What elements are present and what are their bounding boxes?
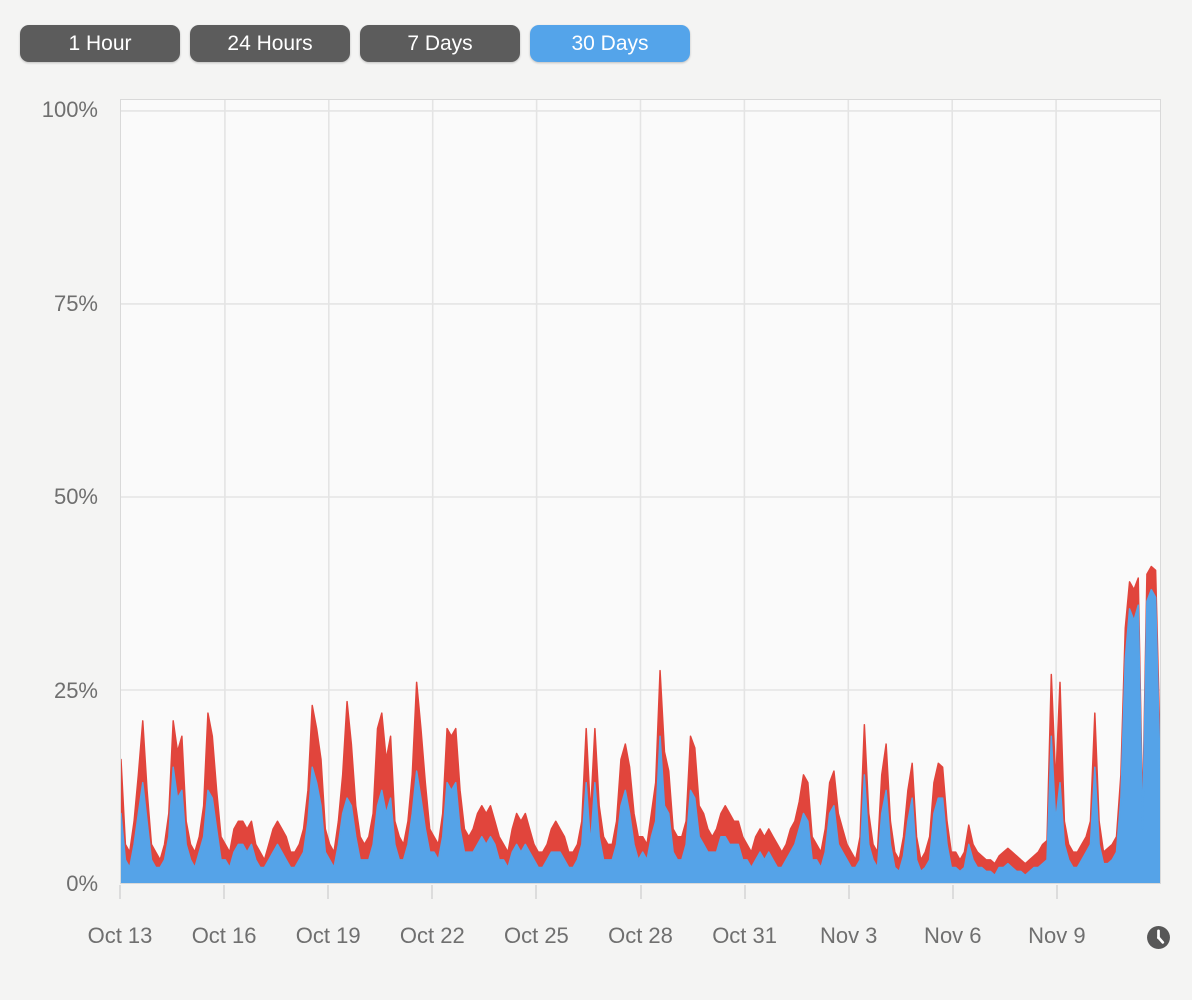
clock-icon (1147, 926, 1170, 949)
y-axis-label: 25% (53, 677, 98, 703)
x-axis-label: Nov 9 (1028, 923, 1086, 948)
x-axis-tick (639, 885, 642, 899)
x-axis-label: Nov 6 (924, 923, 982, 948)
x-axis-label: Nov 3 (819, 923, 878, 948)
x-axis-label: Oct 13 (87, 923, 153, 948)
range-button-7-days[interactable]: 7 Days (360, 25, 520, 62)
y-axis-label: 50% (53, 484, 98, 509)
y-axis-label: 100% (41, 97, 98, 122)
x-axis-tick (1055, 885, 1058, 899)
base_usage_blue-area (121, 588, 1160, 883)
x-axis-tick (223, 885, 226, 899)
range-button-24-hours[interactable]: 24 Hours (190, 25, 350, 62)
x-axis-tick (951, 885, 954, 899)
usage-chart-svg (121, 100, 1160, 883)
time-range-buttons: 1 Hour 24 Hours 7 Days 30 Days (20, 25, 690, 62)
y-axis-label: 0% (66, 871, 98, 896)
range-button-1-hour[interactable]: 1 Hour (20, 25, 180, 62)
range-button-30-days[interactable]: 30 Days (530, 25, 690, 62)
x-axis-label: Oct 25 (503, 923, 569, 948)
x-axis-tick (847, 885, 850, 899)
plot-area[interactable] (120, 99, 1161, 884)
x-axis-tick (535, 885, 538, 899)
clock-toggle-button[interactable] (1146, 925, 1171, 950)
x-axis-label: Oct 16 (191, 923, 257, 948)
x-axis-tick (327, 885, 330, 899)
x-axis-label: Oct 19 (295, 923, 361, 948)
x-axis-label: Oct 31 (712, 923, 777, 948)
x-axis-label: Oct 22 (399, 923, 465, 948)
x-axis-label: Oct 28 (608, 923, 673, 948)
y-axis-label: 75% (53, 290, 98, 316)
x-axis-tick (119, 885, 121, 899)
x-axis-tick (431, 885, 434, 899)
x-axis-tick (743, 885, 746, 899)
